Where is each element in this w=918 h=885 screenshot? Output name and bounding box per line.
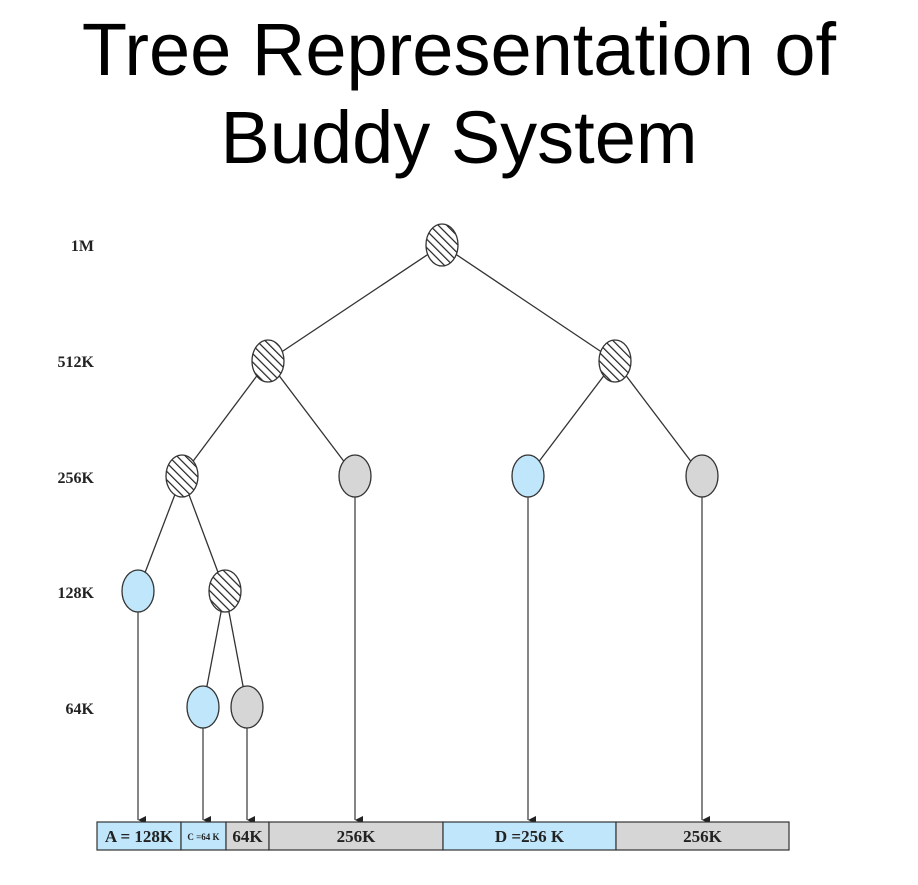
page-title: Tree Representation of Buddy System — [0, 6, 918, 182]
node-lr-256k — [338, 454, 372, 498]
level-label-128k: 128K — [58, 585, 95, 602]
node-ll-256k — [165, 454, 199, 498]
memory-label-free-256k-2: 256K — [683, 827, 723, 846]
level-label-256k: 256K — [58, 470, 95, 487]
edge-right-rl — [527, 360, 616, 477]
level-label-512k: 512K — [58, 354, 95, 371]
edge-left-ll — [181, 360, 269, 477]
edge-right-rr — [614, 360, 703, 477]
title-line-1: Tree Representation of — [81, 8, 837, 91]
node-b-128k — [208, 569, 242, 613]
edge-root-right — [441, 244, 616, 362]
node-rr-256k — [685, 454, 719, 498]
tree-edges — [137, 244, 703, 708]
level-label-64k: 64K — [66, 701, 95, 718]
node-free-64k — [230, 685, 264, 729]
memory-segment-a — [96, 821, 182, 851]
edge-left-lr — [267, 360, 356, 477]
memory-segment-d — [442, 821, 617, 851]
memory-bar: A = 128K C =64 K 64K 256K D =256 K 256K — [96, 821, 790, 851]
memory-segment-free-256k-2 — [615, 821, 790, 851]
edge-root-left — [267, 244, 443, 362]
memory-segment-c — [180, 821, 227, 851]
tree-nodes — [121, 223, 719, 729]
node-a-128k — [121, 569, 155, 613]
memory-segment-free-64k — [225, 821, 270, 851]
node-left-512k — [251, 339, 285, 383]
memory-label-a: A = 128K — [105, 827, 174, 846]
node-c-64k — [186, 685, 220, 729]
node-right-512k — [598, 339, 632, 383]
memory-label-free-64k: 64K — [232, 827, 263, 846]
leaf-arrows — [137, 497, 710, 824]
memory-label-d: D =256 K — [495, 827, 565, 846]
level-labels: 1M 512K 256K 128K 64K — [58, 238, 95, 718]
node-rl-256k — [511, 454, 545, 498]
level-label-1m: 1M — [71, 238, 94, 255]
title-line-2: Buddy System — [220, 96, 698, 179]
memory-label-c: C =64 K — [187, 832, 219, 842]
node-root-1m — [425, 223, 459, 267]
memory-label-free-256k-1: 256K — [337, 827, 377, 846]
